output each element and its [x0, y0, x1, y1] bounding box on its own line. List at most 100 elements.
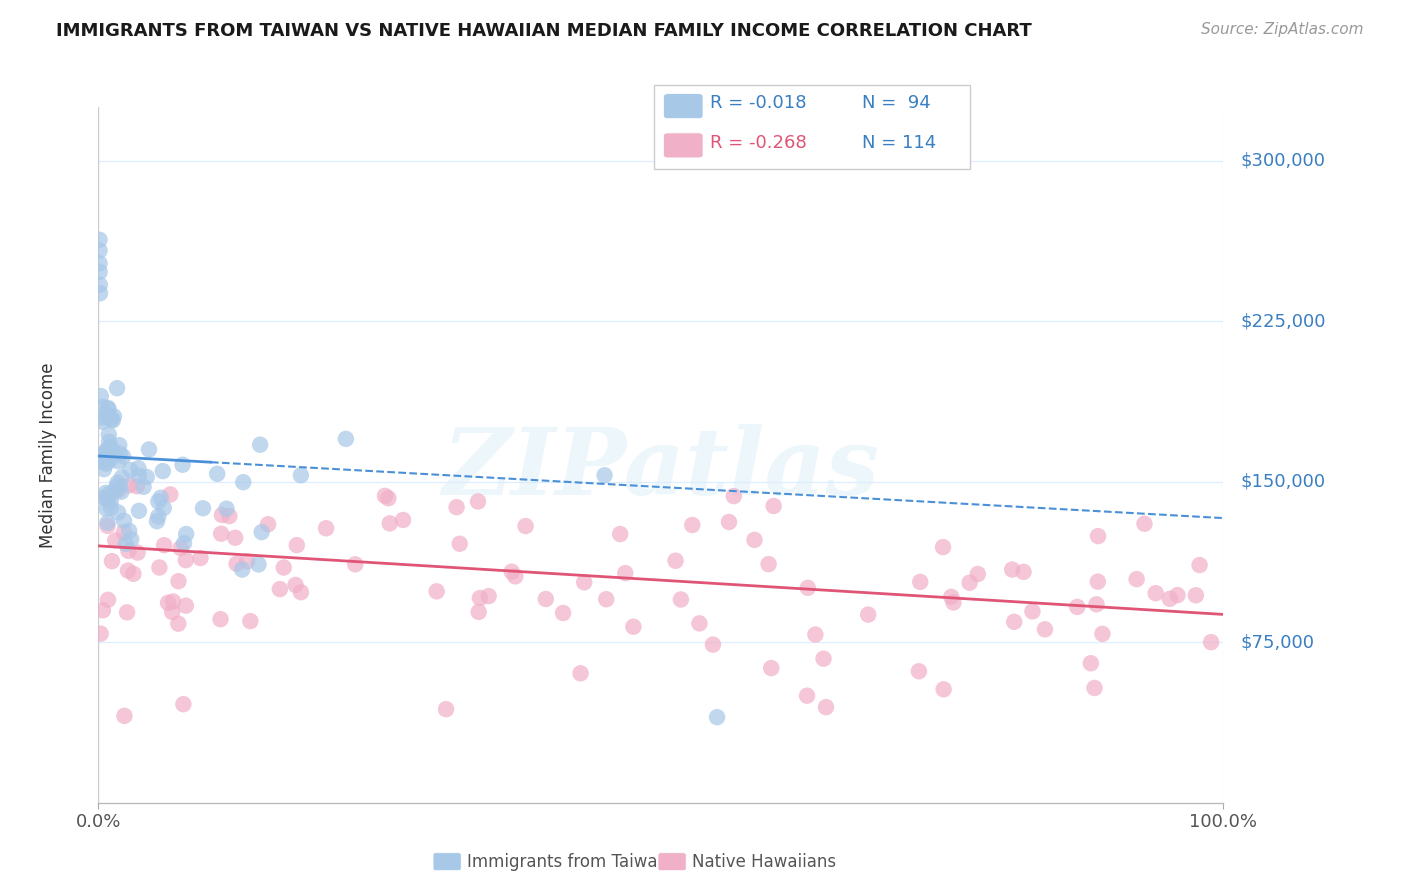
Point [172, 458, 194, 472]
Point [534, 592, 557, 607]
Point [468, 591, 491, 605]
Point [97, 402, 120, 417]
Point [174, 553, 197, 567]
Point [108, 438, 131, 452]
Text: IMMIGRANTS FROM TAIWAN VS NATIVE HAWAIIAN MEDIAN FAMILY INCOME CORRELATION CHART: IMMIGRANTS FROM TAIWAN VS NATIVE HAWAIIA… [56, 22, 1032, 40]
Point [344, 558, 367, 572]
Point [98, 440, 121, 454]
Point [127, 546, 149, 560]
Point [128, 468, 150, 483]
Point [250, 525, 273, 540]
Point [1166, 588, 1188, 602]
Point [688, 616, 710, 631]
Point [101, 442, 124, 457]
Point [98, 410, 121, 425]
Point [236, 554, 259, 568]
Point [104, 483, 127, 498]
Point [117, 544, 139, 558]
Point [94, 486, 117, 500]
Point [1188, 558, 1211, 573]
Point [98, 434, 121, 449]
Point [1033, 623, 1056, 637]
Point [110, 484, 132, 499]
Point [797, 581, 820, 595]
Point [89, 265, 111, 279]
Point [94, 490, 117, 504]
Point [377, 491, 399, 506]
Point [761, 661, 783, 675]
Point [215, 501, 238, 516]
Point [90, 400, 112, 414]
Point [932, 540, 955, 554]
Text: R = -0.018: R = -0.018 [710, 95, 807, 112]
Point [315, 521, 337, 535]
Point [89, 256, 111, 270]
Point [762, 499, 785, 513]
Point [120, 532, 142, 546]
Point [1085, 598, 1108, 612]
Point [1159, 591, 1181, 606]
Point [1185, 588, 1208, 602]
Point [107, 483, 129, 497]
Point [96, 516, 118, 530]
Point [574, 575, 596, 590]
Point [231, 562, 253, 576]
Point [172, 697, 194, 711]
Point [120, 463, 142, 477]
Point [232, 475, 254, 490]
Point [706, 710, 728, 724]
Point [467, 494, 489, 508]
Point [211, 508, 233, 522]
Point [101, 554, 124, 568]
Point [149, 491, 172, 505]
Point [467, 605, 489, 619]
Point [90, 389, 112, 403]
Point [167, 574, 190, 589]
Point [551, 606, 574, 620]
Point [614, 566, 637, 581]
Point [702, 638, 724, 652]
Text: Median Family Income: Median Family Income [39, 362, 56, 548]
Point [1066, 599, 1088, 614]
Point [1087, 574, 1109, 589]
Point [595, 592, 617, 607]
Text: N = 114: N = 114 [862, 134, 936, 152]
Point [569, 666, 592, 681]
Point [115, 537, 138, 551]
Point [669, 592, 692, 607]
Point [478, 589, 501, 603]
Point [335, 432, 357, 446]
Point [966, 567, 988, 582]
Point [114, 709, 136, 723]
Point [153, 538, 176, 552]
Point [449, 537, 471, 551]
Point [96, 457, 118, 471]
Point [98, 486, 121, 500]
Point [90, 626, 112, 640]
Point [107, 475, 129, 490]
Point [174, 527, 197, 541]
Point [96, 519, 118, 533]
Point [174, 599, 197, 613]
Point [796, 689, 818, 703]
Point [101, 413, 124, 427]
Point [1083, 681, 1105, 695]
Point [941, 590, 963, 604]
Point [91, 410, 114, 425]
Point [664, 554, 686, 568]
Point [104, 533, 127, 548]
Point [758, 557, 780, 571]
Point [162, 594, 184, 608]
Point [249, 438, 271, 452]
Point [501, 565, 523, 579]
Point [515, 519, 537, 533]
Point [856, 607, 879, 622]
Point [426, 584, 449, 599]
Point [135, 470, 157, 484]
Point [1012, 565, 1035, 579]
Point [94, 453, 117, 467]
Point [1080, 657, 1102, 671]
Point [148, 560, 170, 574]
Point [224, 531, 246, 545]
Point [93, 452, 115, 467]
